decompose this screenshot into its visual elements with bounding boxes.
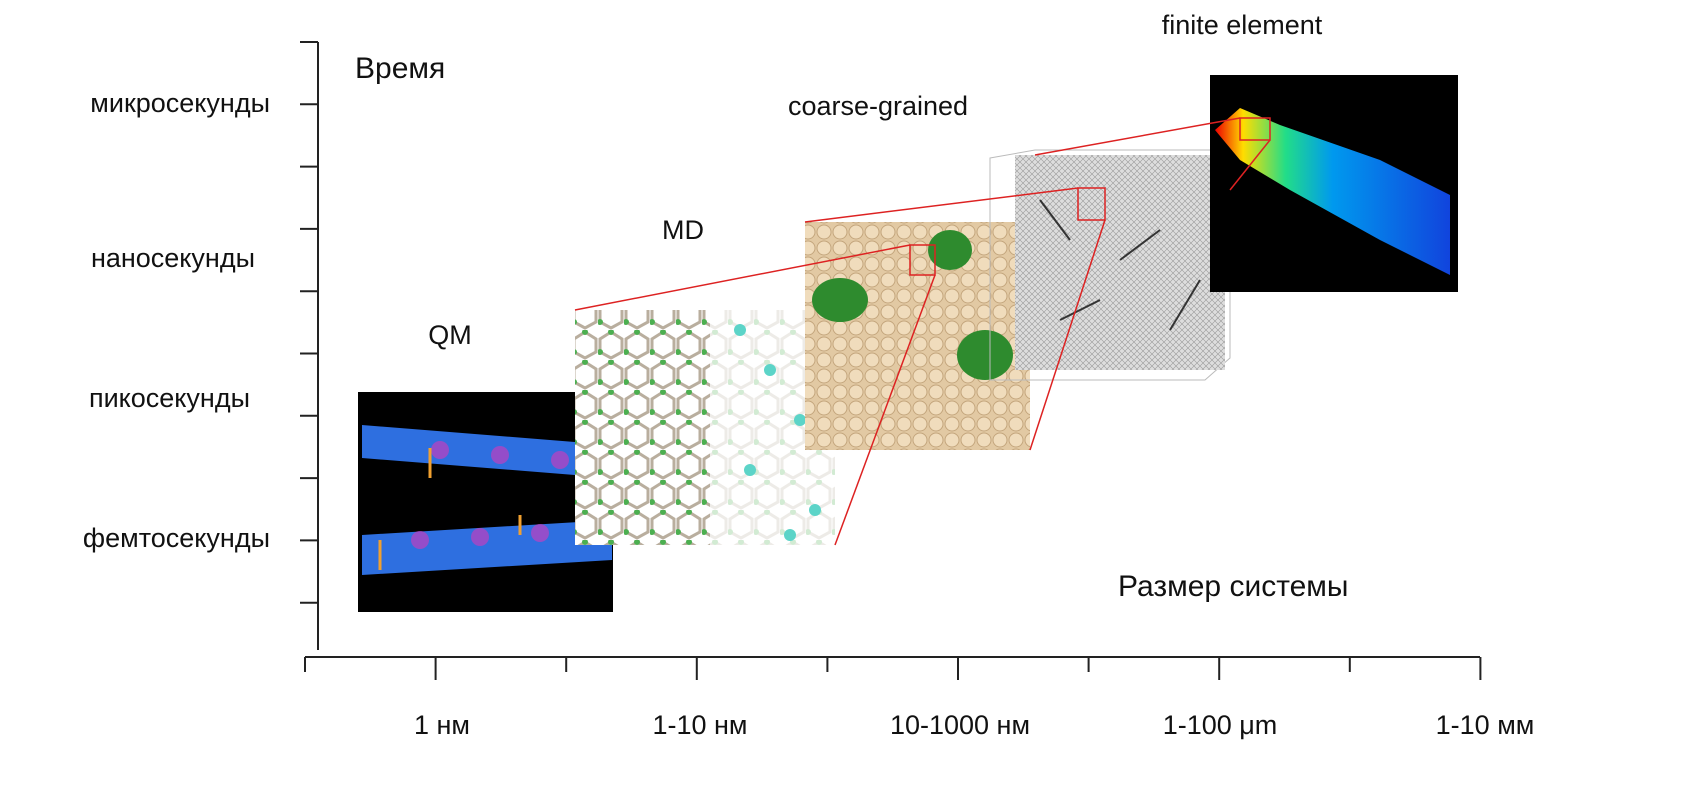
x-label: 1-100 μm bbox=[1163, 710, 1278, 740]
x-axis-title: Размер системы bbox=[1118, 570, 1348, 603]
method-label: finite element bbox=[1162, 10, 1323, 40]
x-label: 1-10 мм bbox=[1436, 710, 1535, 740]
y-label: микросекунды bbox=[90, 88, 270, 118]
y-label: фемтосекунды bbox=[83, 523, 270, 553]
qm-image bbox=[358, 392, 613, 612]
diagram: Время Размер системы микросекунды наносе… bbox=[0, 0, 1682, 809]
x-label: 1 нм bbox=[414, 710, 470, 740]
md-image bbox=[575, 310, 835, 545]
method-label: QM bbox=[428, 320, 472, 350]
cube-image bbox=[990, 150, 1230, 380]
y-label: наносекунды bbox=[91, 243, 255, 273]
x-label: 1-10 нм bbox=[652, 710, 747, 740]
method-label: MD bbox=[662, 215, 704, 245]
x-label: 10-1000 нм bbox=[890, 710, 1030, 740]
cg-image bbox=[805, 222, 1030, 450]
method-label: coarse-grained bbox=[788, 91, 968, 121]
y-axis-title: Время bbox=[355, 52, 445, 85]
y-label: пикосекунды bbox=[89, 383, 250, 413]
fe-image bbox=[1210, 75, 1458, 292]
